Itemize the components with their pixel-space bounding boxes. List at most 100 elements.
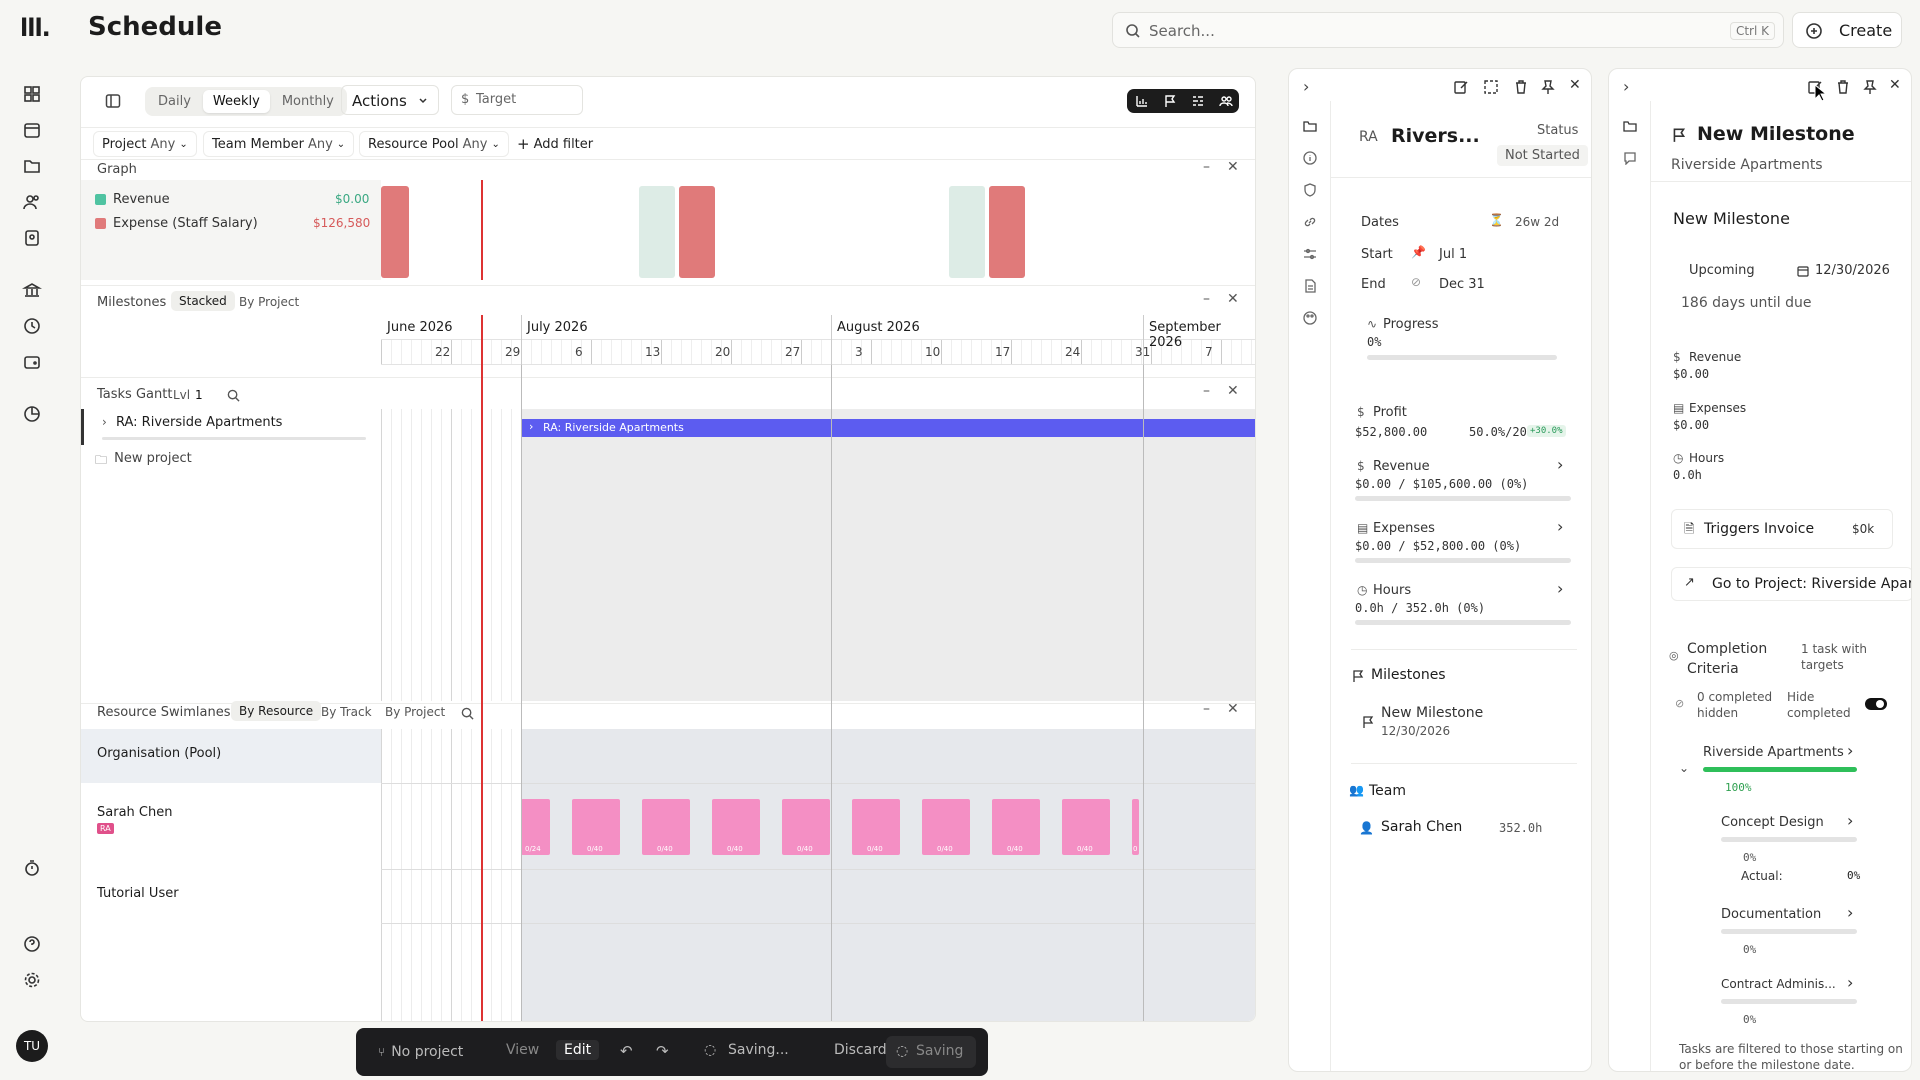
close-icon[interactable]: ✕ [1227,383,1239,399]
create-button[interactable]: Create [1792,12,1902,48]
minimize-icon[interactable]: – [1203,701,1210,717]
save-button[interactable]: ◌ Saving [886,1036,976,1068]
sidebar-toggle-icon[interactable] [105,93,121,109]
filter-team-member[interactable]: Team Member Any ⌄ [203,131,355,157]
project-selector[interactable]: ⑂ No project [370,1038,471,1066]
view-daily[interactable]: Daily [158,94,191,109]
criteria-group-name[interactable]: Riverside Apartments [1703,745,1844,760]
tab-by-project[interactable]: By Project [239,295,300,309]
tab-stacked[interactable]: Stacked [171,291,235,311]
add-filter-button[interactable]: + Add filter [509,131,601,157]
comment-icon[interactable] [1623,151,1637,165]
close-icon[interactable]: ✕ [1569,77,1581,93]
go-to-project-button[interactable]: ↗ Go to Project: Riverside Apart [1671,567,1911,601]
allocation-block[interactable]: 0/40 [992,799,1040,855]
filter-resource-pool[interactable]: Resource Pool Any ⌄ [359,131,509,157]
tab-by-project[interactable]: By Project [385,705,446,719]
hide-completed-toggle[interactable] [1865,698,1887,710]
app-logo[interactable]: lll. [20,14,51,42]
level-value[interactable]: 1 [195,388,203,402]
project-gantt-bar[interactable]: › RA: Riverside Apartments [521,419,1255,437]
milestone-toggle-icon[interactable] [1163,94,1177,108]
tab-by-track[interactable]: By Track [321,705,372,719]
allocation-block[interactable]: 0 [1132,799,1139,855]
info-icon[interactable] [1303,151,1317,165]
undo-icon[interactable]: ↶ [620,1042,633,1060]
bank-icon[interactable] [22,280,42,300]
users-icon[interactable] [22,192,42,212]
shield-icon[interactable] [1303,183,1317,197]
task-row-project[interactable]: › RA: Riverside Apartments [81,409,381,445]
pie-chart-icon[interactable] [22,404,42,424]
chevron-down-icon[interactable]: ⌄ [1679,761,1690,775]
view-monthly[interactable]: Monthly [281,94,334,109]
minimize-icon[interactable]: – [1203,159,1210,175]
view-weekly[interactable]: Weekly [202,90,270,113]
settings-icon[interactable] [22,970,42,990]
criteria-task-name[interactable]: Documentation [1721,907,1822,922]
chevron-right-icon[interactable]: › [1557,579,1564,598]
timer-icon[interactable] [22,858,42,878]
pin-icon[interactable] [1541,79,1555,95]
minimize-icon[interactable]: – [1203,291,1210,307]
folder-icon[interactable] [1303,119,1317,133]
trash-icon[interactable] [1513,79,1529,95]
sliders-icon[interactable] [1303,247,1317,261]
start-date[interactable]: Jul 1 [1439,247,1468,262]
criteria-task-name[interactable]: Concept Design [1721,815,1824,830]
discard-button[interactable]: Discard [834,1042,887,1058]
avatar[interactable]: TU [16,1030,48,1062]
wallet-icon[interactable] [22,352,42,372]
minimize-icon[interactable]: – [1203,383,1210,399]
graph-toggle-icon[interactable] [1135,94,1149,108]
help-icon[interactable] [22,934,42,954]
tab-by-resource[interactable]: By Resource [231,701,322,721]
search-icon[interactable] [227,389,240,402]
allocation-block[interactable]: 0/40 [642,799,690,855]
chevron-right-icon[interactable]: › [1847,741,1854,760]
allocation-block[interactable]: 0/40 [1062,799,1110,855]
allocation-block[interactable]: 0/40 [712,799,760,855]
team-member-name[interactable]: Sarah Chen [1381,819,1463,835]
status-badge[interactable]: Not Started [1497,145,1588,166]
clock-icon[interactable] [22,316,42,336]
expand-icon[interactable] [1483,79,1499,95]
target-input[interactable]: $ Target [451,85,583,115]
chevron-right-icon[interactable]: › [1303,77,1310,96]
close-icon[interactable]: ✕ [1227,291,1239,307]
allocation-block[interactable]: 0/24 [521,799,550,855]
resources-toggle-icon[interactable] [1219,94,1233,108]
palette-icon[interactable] [1303,311,1317,325]
close-icon[interactable]: ✕ [1889,77,1901,93]
chevron-right-icon[interactable]: › [1557,517,1564,536]
chevron-right-icon[interactable]: › [1847,973,1854,992]
end-date[interactable]: Dec 31 [1439,277,1485,292]
dashboard-icon[interactable] [22,84,42,104]
allocation-block[interactable]: 0/40 [852,799,900,855]
close-icon[interactable]: ✕ [1227,159,1239,175]
swimlane-row-tutorial[interactable]: Tutorial User [81,869,381,923]
search-input[interactable]: Search... Ctrl K [1112,12,1784,48]
view-mode-button[interactable]: View [506,1042,540,1058]
link-icon[interactable] [1303,215,1317,229]
criteria-task-name[interactable]: Contract Adminis... [1721,977,1836,991]
new-project-row[interactable]: 🗀 New project [95,447,192,467]
chevron-right-icon[interactable]: › [1847,903,1854,922]
triggers-invoice-row[interactable]: 🗎 Triggers Invoice $0k [1671,509,1893,549]
edit-icon[interactable] [1453,79,1469,95]
tasks-toggle-icon[interactable] [1191,94,1205,108]
redo-icon[interactable]: ↷ [656,1042,669,1060]
allocation-block[interactable]: 0/40 [922,799,970,855]
filter-project[interactable]: Project Any ⌄ [93,131,197,157]
close-icon[interactable]: ✕ [1227,701,1239,717]
milestone-status[interactable]: Upcoming [1689,263,1755,278]
chevron-right-icon[interactable]: › [1623,77,1630,96]
trash-icon[interactable] [1835,79,1851,95]
edit-mode-button[interactable]: Edit [556,1040,600,1060]
folder-icon[interactable] [1623,119,1637,133]
milestone-due-date[interactable]: 12/30/2026 [1815,263,1890,278]
pin-icon[interactable] [1863,79,1877,95]
folder-icon[interactable] [22,156,42,176]
swimlane-row-sarah[interactable]: Sarah Chen RA [81,783,381,869]
milestone-item-name[interactable]: New Milestone [1381,705,1484,721]
